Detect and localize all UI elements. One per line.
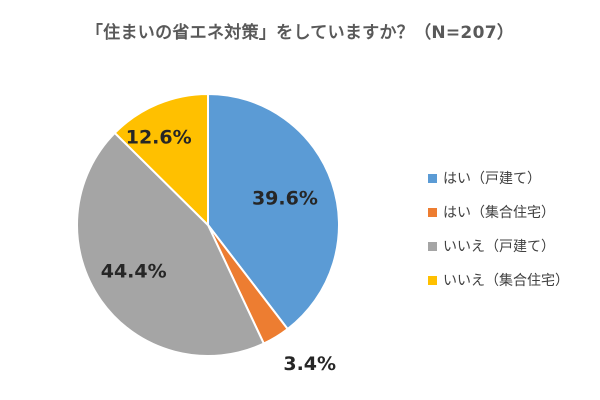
- legend-item: いいえ（集合住宅）: [428, 268, 569, 292]
- legend-label: いいえ（集合住宅）: [443, 273, 569, 289]
- pie-slice: [76, 131, 266, 357]
- pie-slice: [207, 92, 340, 331]
- slice-label: 39.6%: [252, 187, 318, 209]
- pie-slice: [113, 92, 209, 228]
- legend-item: いいえ（戸建て）: [428, 234, 569, 258]
- slice-label: 3.4%: [283, 353, 336, 375]
- chart-title: 「住まいの省エネ対策」をしていますか？（N=207）: [85, 23, 515, 43]
- legend-label: はい（戸建て）: [443, 171, 541, 187]
- legend: はい（戸建て） はい（集合住宅） いいえ（戸建て） いいえ（集合住宅）: [428, 166, 569, 302]
- slice-label: 44.4%: [101, 260, 167, 282]
- slice-label: 12.6%: [126, 127, 192, 149]
- legend-item: はい（戸建て）: [428, 166, 569, 190]
- legend-label: いいえ（戸建て）: [443, 239, 555, 255]
- legend-item: はい（集合住宅）: [428, 200, 569, 224]
- legend-swatch: [428, 275, 437, 285]
- legend-swatch: [428, 207, 437, 217]
- legend-swatch: [428, 241, 437, 251]
- legend-swatch: [428, 173, 437, 183]
- legend-label: はい（集合住宅）: [443, 205, 555, 221]
